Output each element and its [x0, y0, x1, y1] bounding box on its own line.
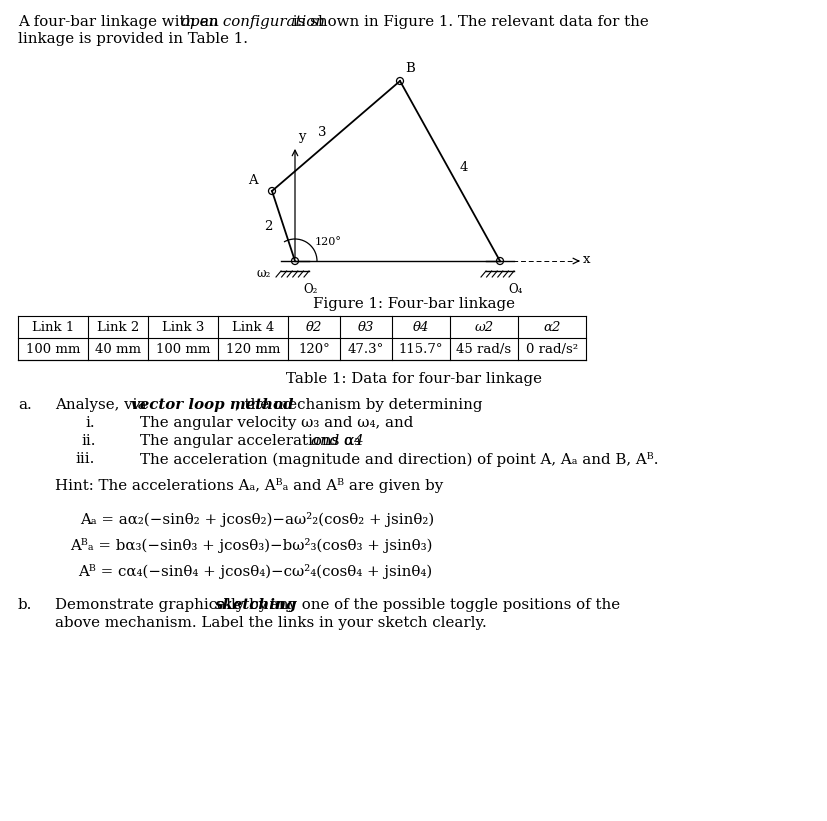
- Text: 45 rad/s: 45 rad/s: [456, 342, 511, 355]
- Text: Aᴮₐ = bα₃(−sinθ₃ + jcosθ₃)−bω²₃(cosθ₃ + jsinθ₃): Aᴮₐ = bα₃(−sinθ₃ + jcosθ₃)−bω²₃(cosθ₃ + …: [70, 538, 432, 553]
- Text: iii.: iii.: [75, 452, 94, 466]
- Text: open configuration: open configuration: [181, 15, 325, 29]
- Text: 100 mm: 100 mm: [155, 342, 210, 355]
- Text: 120 mm: 120 mm: [226, 342, 280, 355]
- Text: a.: a.: [18, 398, 31, 412]
- Text: Aᴮ = cα₄(−sinθ₄ + jcosθ₄)−cω²₄(cosθ₄ + jsinθ₄): Aᴮ = cα₄(−sinθ₄ + jcosθ₄)−cω²₄(cosθ₄ + j…: [78, 564, 432, 579]
- Text: The acceleration (magnitude and direction) of point A, Aₐ and B, Aᴮ.: The acceleration (magnitude and directio…: [140, 452, 657, 467]
- Text: Link 4: Link 4: [232, 320, 274, 333]
- Text: 3: 3: [318, 126, 326, 139]
- Text: 40 mm: 40 mm: [95, 342, 141, 355]
- Text: 47.3°: 47.3°: [347, 342, 384, 355]
- Text: Figure 1: Four-bar linkage: Figure 1: Four-bar linkage: [313, 297, 514, 311]
- Text: and α4: and α4: [310, 434, 363, 448]
- Text: Hint: The accelerations Aₐ, Aᴮₐ and Aᴮ are given by: Hint: The accelerations Aₐ, Aᴮₐ and Aᴮ a…: [55, 478, 442, 493]
- Text: θ2: θ2: [305, 320, 322, 333]
- Text: 100 mm: 100 mm: [26, 342, 80, 355]
- Text: 115.7°: 115.7°: [399, 342, 442, 355]
- Text: b.: b.: [18, 598, 32, 612]
- Text: O₄: O₄: [508, 283, 522, 296]
- Text: θ4: θ4: [413, 320, 428, 333]
- Text: 0 rad/s²: 0 rad/s²: [525, 342, 577, 355]
- Text: Link 1: Link 1: [31, 320, 74, 333]
- Text: i.: i.: [85, 416, 94, 430]
- Text: , the mechanism by determining: , the mechanism by determining: [235, 398, 482, 412]
- Text: any one of the possible toggle positions of the: any one of the possible toggle positions…: [265, 598, 619, 612]
- Text: above mechanism. Label the links in your sketch clearly.: above mechanism. Label the links in your…: [55, 616, 486, 630]
- Text: 120°: 120°: [298, 342, 329, 355]
- Text: sketching: sketching: [213, 598, 296, 612]
- Text: A: A: [248, 174, 258, 187]
- Text: is shown in Figure 1. The relevant data for the: is shown in Figure 1. The relevant data …: [287, 15, 648, 29]
- Text: A four-bar linkage with an: A four-bar linkage with an: [18, 15, 223, 29]
- Text: Table 1: Data for four-bar linkage: Table 1: Data for four-bar linkage: [285, 372, 542, 386]
- Text: α2: α2: [543, 320, 560, 333]
- Text: 4: 4: [459, 160, 467, 173]
- Text: Demonstrate graphically by: Demonstrate graphically by: [55, 598, 272, 612]
- Text: O₂: O₂: [303, 283, 317, 296]
- Text: 120°: 120°: [314, 237, 342, 247]
- Text: The angular velocity ω₃ and ω₄, and: The angular velocity ω₃ and ω₄, and: [140, 416, 413, 430]
- Text: ω₂: ω₂: [256, 267, 271, 280]
- Text: y: y: [298, 130, 305, 143]
- Text: x: x: [582, 253, 590, 265]
- Text: Aₐ = aα₂(−sinθ₂ + jcosθ₂)−aω²₂(cosθ₂ + jsinθ₂): Aₐ = aα₂(−sinθ₂ + jcosθ₂)−aω²₂(cosθ₂ + j…: [80, 512, 433, 527]
- Text: 2: 2: [264, 219, 272, 232]
- Text: vector loop method: vector loop method: [131, 398, 294, 412]
- Text: Analyse, via: Analyse, via: [55, 398, 151, 412]
- Text: ω2: ω2: [474, 320, 493, 333]
- Text: linkage is provided in Table 1.: linkage is provided in Table 1.: [18, 32, 248, 46]
- Text: ii.: ii.: [81, 434, 95, 448]
- Text: θ3: θ3: [357, 320, 374, 333]
- Text: Link 3: Link 3: [161, 320, 204, 333]
- Text: Link 2: Link 2: [97, 320, 139, 333]
- Text: B: B: [404, 62, 414, 75]
- Text: The angular accelerations α₃: The angular accelerations α₃: [140, 434, 365, 448]
